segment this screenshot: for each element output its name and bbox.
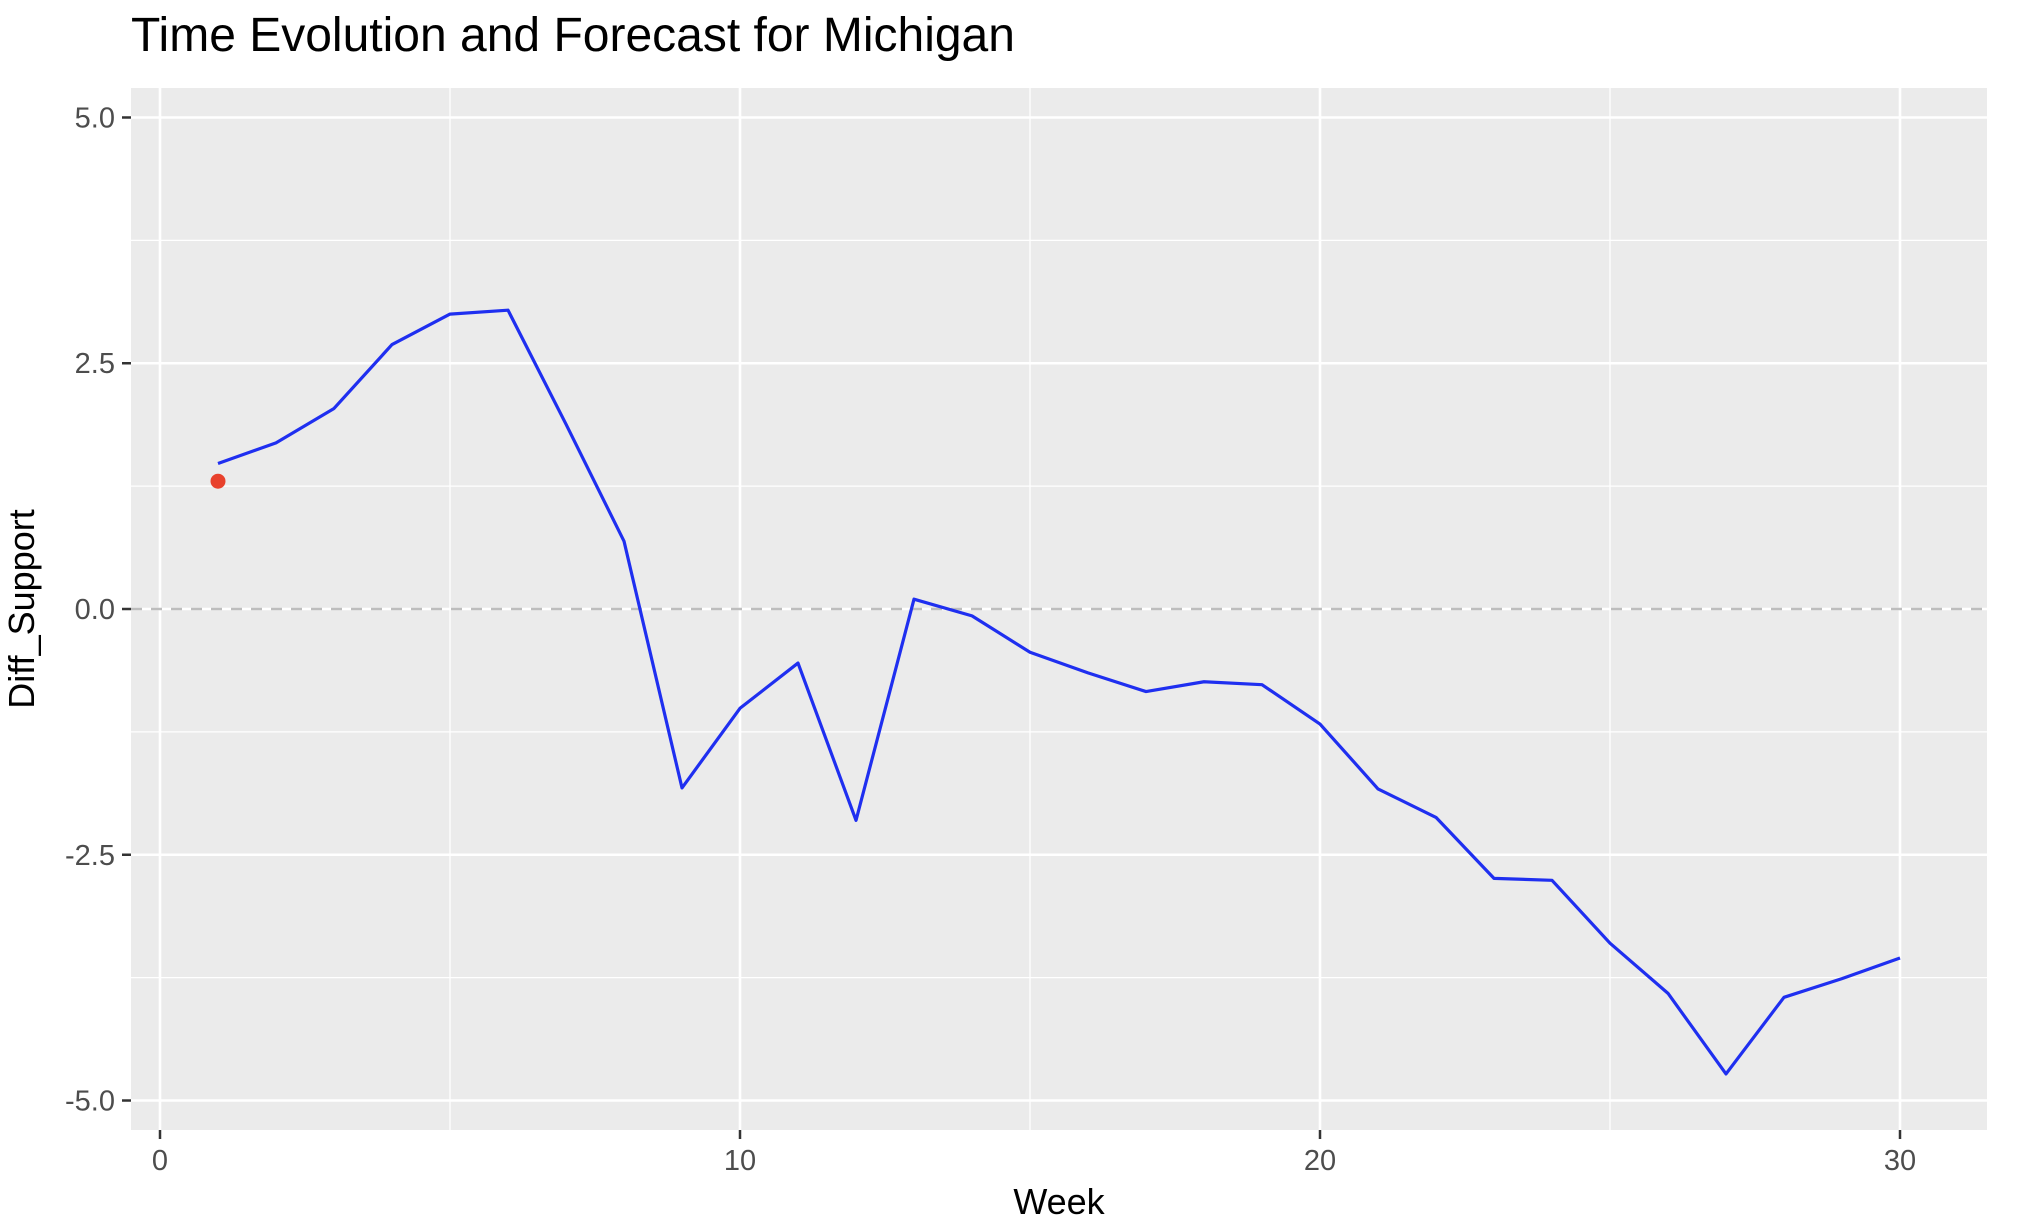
y-tick-label: 5.0 — [75, 102, 115, 134]
x-axis-title: Week — [1013, 1181, 1105, 1220]
y-tick-labels: -5.0 -2.5 0.0 2.5 5.0 — [65, 102, 115, 1117]
x-tick-label: 0 — [152, 1145, 168, 1177]
axis-tick-marks — [122, 116, 1902, 1139]
series-layer — [210, 308, 1901, 1076]
x-tick-label: 30 — [1884, 1145, 1916, 1177]
y-tick-label: 2.5 — [75, 348, 115, 380]
chart-title: Time Evolution and Forecast for Michigan — [131, 9, 1015, 62]
x-tick-labels: 0 10 20 30 — [152, 1145, 1916, 1177]
x-tick-label: 20 — [1304, 1145, 1336, 1177]
x-tick-label: 10 — [724, 1145, 756, 1177]
y-tick-label: -2.5 — [65, 840, 115, 872]
y-tick-label: 0.0 — [75, 594, 115, 626]
series-line — [217, 308, 1901, 1076]
y-tick-label: -5.0 — [65, 1086, 115, 1118]
y-axis-title: Diff_Support — [1, 509, 42, 708]
data-point — [210, 473, 226, 489]
